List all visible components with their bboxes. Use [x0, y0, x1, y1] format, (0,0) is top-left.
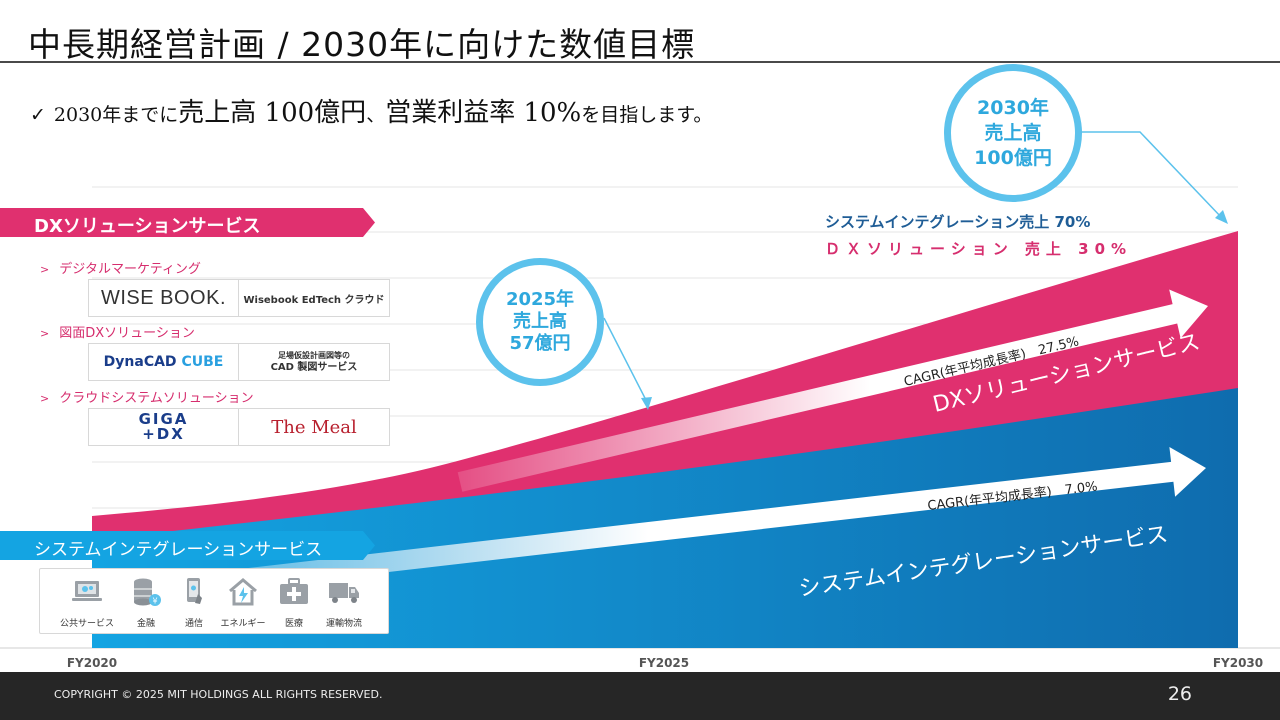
- page-number: 26: [1167, 683, 1192, 705]
- logo-card-cloud-system: GIGA +DX The Meal: [88, 408, 390, 446]
- the-meal-logo: The Meal: [271, 416, 357, 438]
- logo-card-drawing-dx: DynaCAD CUBE 足場仮設計画図等の CAD 製図サービス: [88, 343, 390, 381]
- copyright-text: COPYRIGHT © 2025 MIT HOLDINGS ALL RIGHTS…: [54, 688, 383, 701]
- industry-telecom: 通信: [164, 577, 224, 629]
- medical-kit-icon: [280, 578, 308, 604]
- industry-medical: 医療: [264, 577, 324, 629]
- si-section-banner-shape: [0, 531, 375, 560]
- chevron-right-icon: >: [40, 392, 50, 405]
- si-growth-arrow: [90, 447, 1206, 606]
- category-drawing-dx: > 図面DXソリューション: [40, 326, 195, 341]
- chevron-right-icon: >: [40, 327, 50, 340]
- title-divider: [0, 61, 1280, 63]
- industry-logistics: 運輸物流: [314, 577, 374, 629]
- share-si-label: システムインテグレーション売上 70%: [825, 213, 1091, 231]
- bubble-2030-year: 2030年: [977, 96, 1049, 119]
- dx-growth-arrow: [457, 289, 1208, 492]
- category-digital-marketing: > デジタルマーケティング: [40, 262, 201, 277]
- dx-section-banner-shape: [0, 208, 375, 237]
- dynacad-cube-logo: DynaCAD CUBE: [89, 344, 239, 380]
- si-industry-panel: 公共サービス ¥ 金融 通信 エネルギー 医療 運輸物流: [39, 568, 389, 634]
- laptop-gear-icon: [72, 581, 102, 601]
- bubble-2025-value: 57億円: [509, 333, 571, 354]
- bubble-2025-label: 売上高: [513, 311, 567, 332]
- bubble-2025-year: 2025年: [505, 289, 575, 310]
- lead-part-1: 2030年までに: [53, 104, 179, 126]
- bubble-2030-leader: [1074, 131, 1223, 219]
- lead-part-5: を目指します。: [581, 104, 713, 126]
- bubble-2030-label: 売上高: [984, 121, 1042, 144]
- lead-statement: ✓ 2030年までに売上高 100億円、営業利益率 10%を目指します。: [30, 92, 712, 129]
- svg-text:¥: ¥: [152, 597, 157, 606]
- lead-part-3: 、: [366, 104, 386, 126]
- x-tick-label: FY2030: [1213, 656, 1263, 670]
- revenue-2025-bubble: 2025年 売上高 57億円: [476, 258, 604, 386]
- page-title: 中長期経営計画 / 2030年に向けた数値目標: [28, 25, 696, 64]
- bubble-2025-leader: [603, 317, 649, 405]
- industry-energy: エネルギー: [213, 577, 273, 629]
- logo-card-digital-marketing: WISE BOOK. Wisebook EdTech クラウド: [88, 279, 390, 317]
- house-lightning-icon: [229, 578, 257, 606]
- bubble-2030-leader-arrowhead: [1215, 210, 1228, 224]
- chevron-right-icon: >: [40, 263, 50, 276]
- wisebook-logo: WISE BOOK.: [89, 280, 239, 316]
- bubble-2025-leader-arrowhead: [641, 397, 652, 410]
- lead-margin-target: 営業利益率 10%: [385, 98, 582, 128]
- industry-public: 公共サービス: [57, 577, 117, 629]
- x-tick-label: FY2025: [639, 656, 689, 670]
- check-icon: ✓: [30, 104, 46, 126]
- coins-yen-icon: ¥: [134, 578, 161, 606]
- category-cloud-system: > クラウドシステムソリューション: [40, 391, 254, 406]
- x-tick-label: FY2020: [67, 656, 117, 670]
- truck-icon: [329, 583, 359, 603]
- revenue-2030-bubble: 2030年 売上高 100億円: [944, 64, 1082, 202]
- bubble-2030-value: 100億円: [974, 146, 1052, 169]
- share-dx-label: ＤＸソリューション 売上 30%: [825, 240, 1133, 258]
- footer-bar: COPYRIGHT © 2025 MIT HOLDINGS ALL RIGHTS…: [0, 672, 1280, 720]
- industry-finance: ¥ 金融: [116, 577, 176, 629]
- cad-drafting-service-logo: 足場仮設計画図等の CAD 製図サービス: [270, 351, 358, 373]
- giga-dx-logo: GIGA +DX: [89, 409, 239, 445]
- wisebook-edtech-logo: Wisebook EdTech クラウド: [243, 294, 385, 306]
- smartphone-touch-icon: [187, 578, 202, 604]
- lead-revenue-target: 売上高 100億円: [178, 98, 367, 128]
